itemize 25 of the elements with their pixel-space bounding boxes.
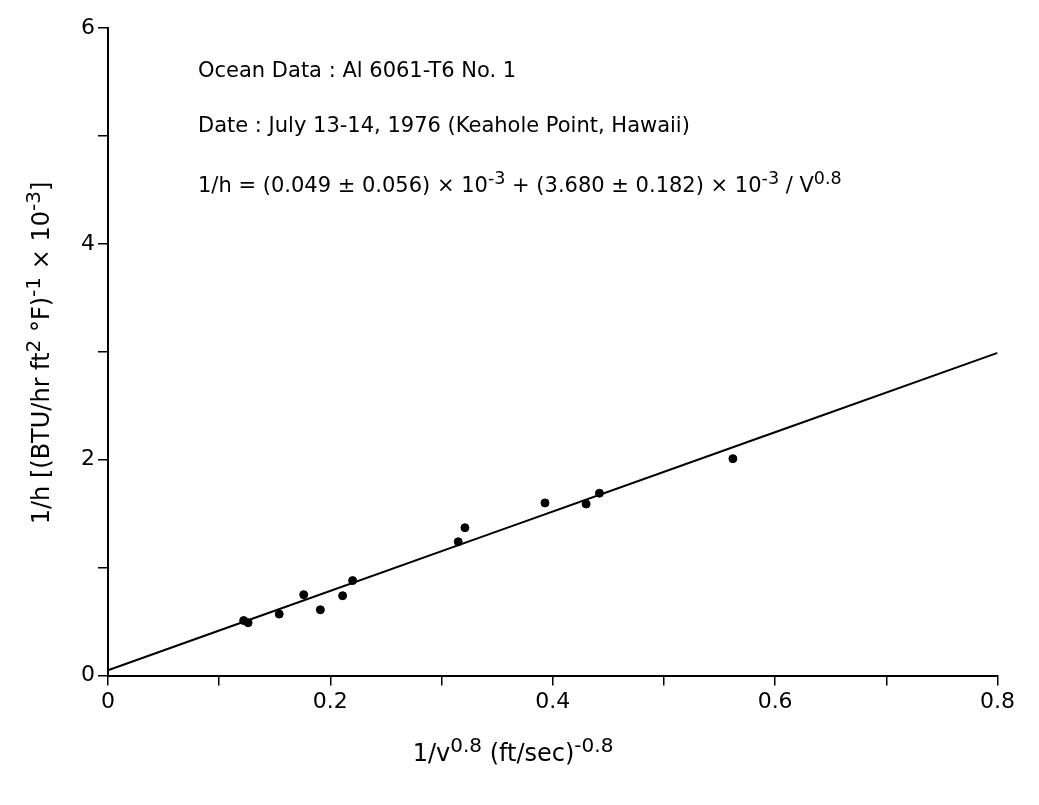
point [348, 576, 358, 586]
annotation: 1/h = (0.049 ± 0.056) × 10$^{-3}$ + (3.680 ± 0.182) × 10$^{-3}$ / V$^{0.8}$ [198, 168, 842, 197]
point [453, 537, 463, 547]
point [594, 488, 604, 498]
y-tick-label: 2 [81, 445, 95, 471]
point [581, 499, 591, 509]
y-tick-label: 4 [81, 229, 95, 255]
x-tick-label: 0.6 [757, 687, 793, 713]
annotation: Ocean Data : Al 6061-T6 No. 1 [198, 58, 517, 82]
point [299, 590, 309, 600]
point [338, 591, 348, 601]
x-tick-label: 0.8 [980, 687, 1016, 713]
point [274, 609, 284, 619]
x-tick-label: 0 [101, 687, 115, 713]
y-tick-label: 0 [81, 661, 95, 687]
point [540, 498, 550, 508]
x-tick-label: 0.2 [312, 687, 348, 713]
x-tick-label: 0.4 [535, 687, 571, 713]
point [460, 523, 470, 533]
point [243, 618, 253, 628]
y-tick-label: 6 [81, 13, 95, 39]
annotation: Date : July 13-14, 1976 (Keahole Point, Hawaii) [198, 113, 690, 137]
x-axis-title: 1/v$^{0.8}$ (ft/sec)$^{-0.8}$ [411, 733, 615, 767]
point [315, 605, 325, 615]
point [728, 454, 738, 464]
